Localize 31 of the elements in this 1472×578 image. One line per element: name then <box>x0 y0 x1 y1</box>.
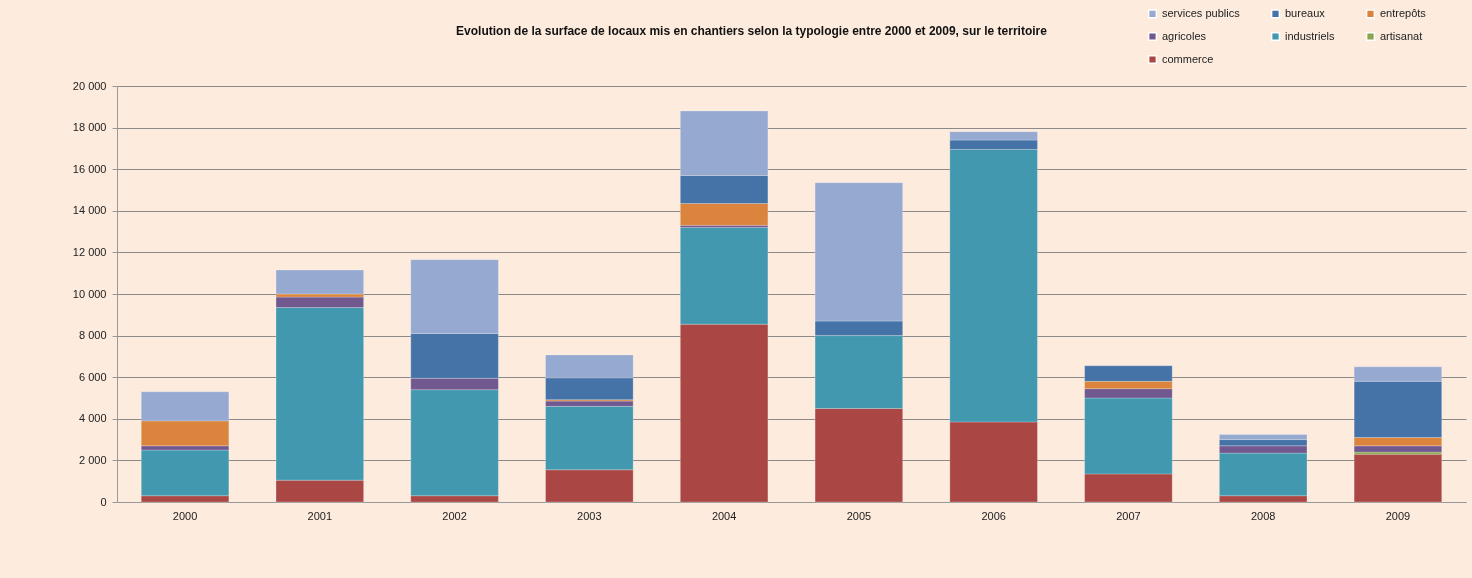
y-tick-label: 12 000 <box>72 245 107 258</box>
y-tick-label: 0 <box>100 495 107 508</box>
x-tick-label: 2006 <box>981 509 1006 522</box>
y-tick-label: 20 000 <box>72 79 107 92</box>
y-tick-label: 16 000 <box>72 162 107 175</box>
x-tick-label: 2005 <box>846 509 872 522</box>
x-tick-label: 2007 <box>1116 509 1141 522</box>
legend-label: entrepôts <box>1380 6 1427 19</box>
y-tick-label: 8 000 <box>78 329 107 342</box>
y-tick-label: 2 000 <box>78 453 107 466</box>
x-tick-label: 2009 <box>1385 509 1411 522</box>
legend-label: artisanat <box>1380 29 1423 42</box>
legend-label: agricoles <box>1162 29 1207 42</box>
x-tick-label: 2003 <box>577 509 602 522</box>
chart-title: Evolution de la surface de locaux mis en chantiers selon la typologie entre 2000 et 2009, sur le territoire <box>456 24 1048 38</box>
y-tick-label: 14 000 <box>72 204 107 217</box>
x-tick-label: 2008 <box>1250 509 1276 522</box>
bar <box>275 269 364 295</box>
x-tick-label: 2004 <box>711 509 737 522</box>
y-tick-label: 6 000 <box>78 370 107 383</box>
legend-label: commerce <box>1162 52 1214 65</box>
x-tick-label: 2001 <box>307 509 333 522</box>
y-tick-label: 18 000 <box>72 121 107 134</box>
x-tick-label: 2000 <box>172 509 198 522</box>
y-tick-label: 4 000 <box>78 412 107 425</box>
bar <box>1353 453 1443 503</box>
legend-label: services publics <box>1162 6 1241 19</box>
legend-label: bureaux <box>1285 6 1326 19</box>
y-tick-label: 10 000 <box>72 287 107 300</box>
x-tick-label: 2002 <box>442 509 467 522</box>
legend-label: industriels <box>1285 29 1336 42</box>
